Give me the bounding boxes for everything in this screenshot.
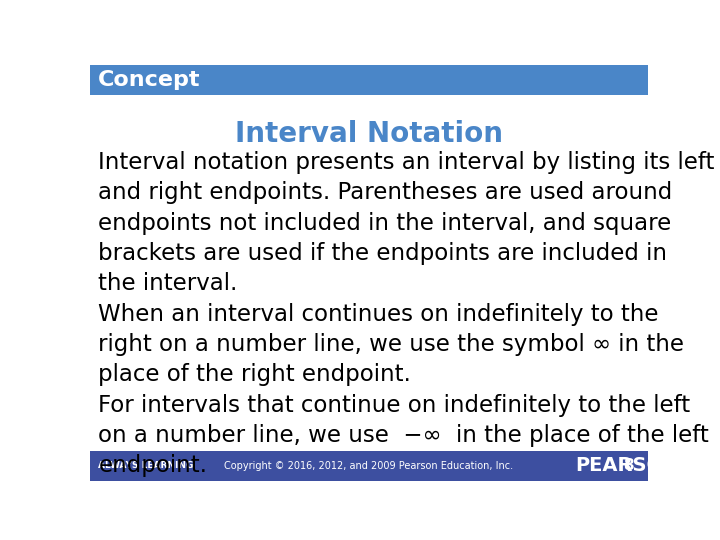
- Text: PEARSON: PEARSON: [575, 456, 680, 475]
- Text: For intervals that continue on indefinitely to the left: For intervals that continue on indefinit…: [99, 394, 690, 417]
- FancyBboxPatch shape: [90, 451, 648, 481]
- Text: Copyright © 2016, 2012, and 2009 Pearson Education, Inc.: Copyright © 2016, 2012, and 2009 Pearson…: [225, 461, 513, 471]
- Text: right on a number line, we use the symbol ∞ in the: right on a number line, we use the symbo…: [99, 333, 685, 356]
- Text: When an interval continues on indefinitely to the: When an interval continues on indefinite…: [99, 302, 659, 326]
- Text: brackets are used if the endpoints are included in: brackets are used if the endpoints are i…: [99, 242, 667, 265]
- Text: Interval notation presents an interval by listing its left: Interval notation presents an interval b…: [99, 151, 715, 174]
- Text: endpoint.: endpoint.: [99, 454, 207, 477]
- Text: 8: 8: [624, 458, 634, 473]
- Text: Concept: Concept: [99, 70, 201, 90]
- Text: the interval.: the interval.: [99, 272, 238, 295]
- Text: endpoints not included in the interval, and square: endpoints not included in the interval, …: [99, 212, 672, 234]
- Text: and right endpoints. Parentheses are used around: and right endpoints. Parentheses are use…: [99, 181, 672, 204]
- Text: Interval Notation: Interval Notation: [235, 120, 503, 147]
- Text: on a number line, we use  −∞  in the place of the left: on a number line, we use −∞ in the place…: [99, 424, 709, 447]
- Text: place of the right endpoint.: place of the right endpoint.: [99, 363, 411, 386]
- Text: ALWAYS LEARNING: ALWAYS LEARNING: [99, 461, 194, 470]
- FancyBboxPatch shape: [90, 65, 648, 94]
